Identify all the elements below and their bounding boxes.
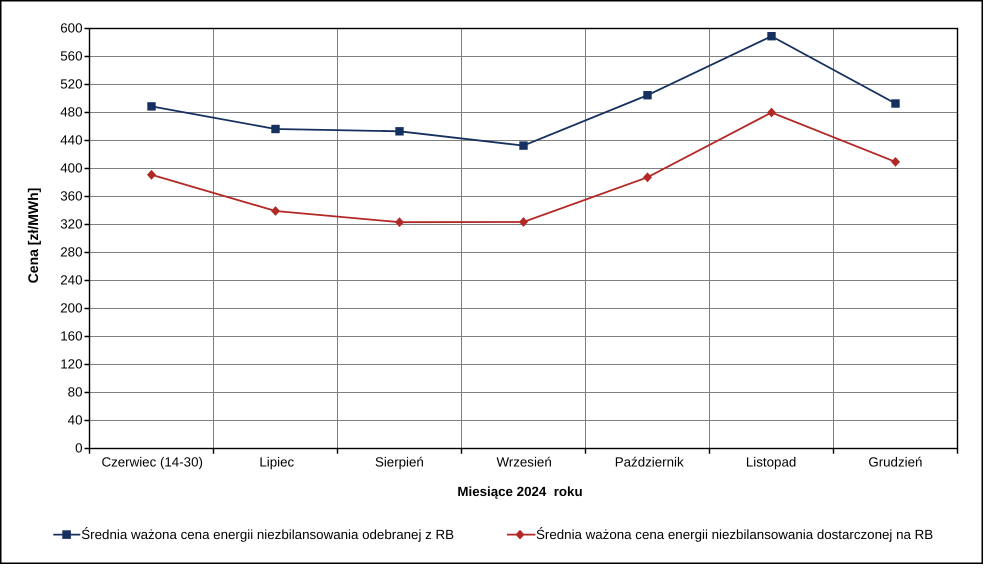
- svg-text:320: 320: [60, 216, 82, 231]
- svg-text:400: 400: [60, 160, 82, 175]
- svg-text:Czerwiec (14-30): Czerwiec (14-30): [101, 455, 202, 470]
- svg-text:120: 120: [60, 356, 82, 371]
- svg-text:600: 600: [60, 20, 82, 35]
- svg-text:200: 200: [60, 300, 82, 315]
- svg-text:560: 560: [60, 48, 82, 63]
- svg-text:160: 160: [60, 328, 82, 343]
- svg-text:240: 240: [60, 272, 82, 287]
- svg-text:Grudzień: Grudzień: [868, 455, 922, 470]
- svg-text:40: 40: [68, 412, 83, 427]
- svg-text:Cena [zł/MWh]: Cena [zł/MWh]: [25, 188, 41, 284]
- svg-text:440: 440: [60, 132, 82, 147]
- svg-text:Listopad: Listopad: [746, 455, 796, 470]
- svg-text:520: 520: [60, 76, 82, 91]
- svg-text:Lipiec: Lipiec: [259, 455, 294, 470]
- svg-text:Październik: Październik: [615, 455, 684, 470]
- svg-text:Sierpień: Sierpień: [375, 455, 424, 470]
- svg-text:Średnia ważona cena energii ni: Średnia ważona cena energii niezbilansow…: [536, 527, 933, 542]
- svg-text:Miesiące 2024 roku: Miesiące 2024 roku: [457, 484, 582, 499]
- svg-text:0: 0: [75, 440, 82, 455]
- svg-text:280: 280: [60, 244, 82, 259]
- svg-text:80: 80: [68, 384, 83, 399]
- svg-text:360: 360: [60, 188, 82, 203]
- svg-text:Wrzesień: Wrzesień: [496, 455, 551, 470]
- svg-text:Średnia ważona cena energii ni: Średnia ważona cena energii niezbilansow…: [81, 527, 454, 542]
- svg-text:480: 480: [60, 104, 82, 119]
